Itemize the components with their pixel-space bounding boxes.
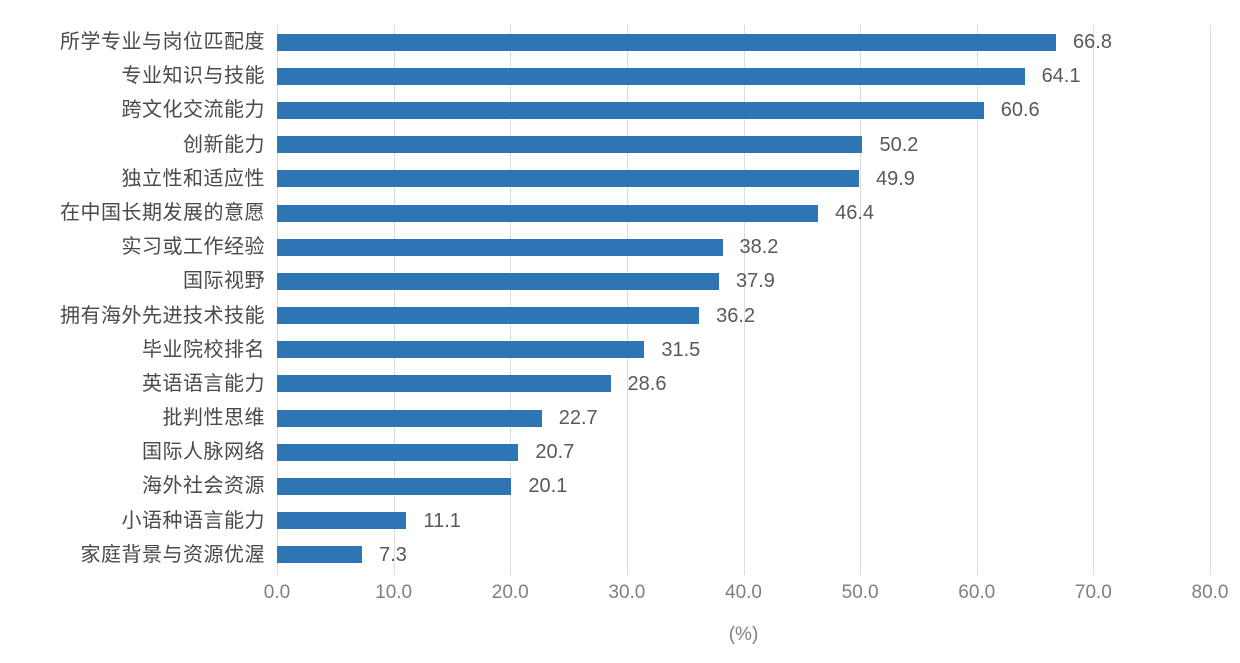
category-label: 拥有海外先进技术技能 <box>60 304 265 327</box>
bar <box>277 546 363 564</box>
x-axis-tick-label: 30.0 <box>608 582 646 603</box>
category-label: 毕业院校排名 <box>142 338 265 361</box>
bar <box>277 33 1057 51</box>
x-axis-tick-label: 40.0 <box>725 582 762 603</box>
value-label: 20.7 <box>535 441 575 464</box>
gridline <box>976 25 978 575</box>
gridline <box>1093 25 1095 575</box>
value-label: 49.9 <box>875 167 915 190</box>
value-label: 60.6 <box>1000 99 1040 122</box>
value-label: 46.4 <box>835 201 875 224</box>
category-label: 专业知识与技能 <box>121 65 265 88</box>
category-label: 英语语言能力 <box>142 372 265 395</box>
x-axis-tick-label: 60.0 <box>958 582 996 603</box>
value-label: 50.2 <box>879 133 919 156</box>
category-label: 实习或工作经验 <box>121 236 265 259</box>
category-label: 在中国长期发展的意愿 <box>60 201 265 224</box>
category-label: 所学专业与岗位匹配度 <box>60 31 265 53</box>
category-label: 海外社会资源 <box>142 475 265 498</box>
x-axis-tick-label: 70.0 <box>1074 582 1112 603</box>
value-label: 7.3 <box>379 543 407 566</box>
gridline <box>277 25 278 575</box>
bar <box>277 375 611 393</box>
bar <box>277 136 863 154</box>
category-label: 国际人脉网络 <box>142 441 265 464</box>
value-label: 64.1 <box>1041 65 1081 88</box>
value-label: 11.1 <box>423 509 461 532</box>
bar <box>277 409 542 427</box>
category-label: 独立性和适应性 <box>121 167 265 190</box>
gridline <box>1210 25 1211 575</box>
bar <box>277 101 984 119</box>
value-label: 22.7 <box>558 407 598 430</box>
bar <box>277 443 519 461</box>
x-axis-tick-label: 0.0 <box>263 582 291 603</box>
gridline <box>743 25 745 575</box>
value-label: 20.1 <box>528 475 568 498</box>
bar <box>277 67 1025 85</box>
bar <box>277 341 645 359</box>
category-label: 跨文化交流能力 <box>121 99 265 122</box>
category-label: 家庭背景与资源优渥 <box>80 543 265 566</box>
x-axis-tick-label: 50.0 <box>841 582 879 603</box>
x-axis: 0.0 10.0 20.0 30.0 40.0 50.0 60.0 70.0 80.0 <box>0 582 1240 608</box>
category-label: 国际视野 <box>183 270 265 293</box>
gridlines <box>277 25 1211 575</box>
category-label: 批判性思维 <box>162 407 265 430</box>
category-label: 创新能力 <box>183 133 265 156</box>
x-axis-tick-label: 10.0 <box>375 582 413 603</box>
value-label: 36.2 <box>716 304 756 327</box>
value-label: 66.8 <box>1073 31 1112 53</box>
bar <box>277 170 859 188</box>
bar <box>277 238 723 256</box>
gridline <box>626 25 628 575</box>
value-label: 37.9 <box>736 270 775 293</box>
x-axis-title: (%) <box>728 624 759 645</box>
category-label: 小语种语言能力 <box>121 509 265 532</box>
gridline <box>510 25 512 575</box>
chart-rows: 所学专业与岗位匹配度 66.8 专业知识与技能 64.1 跨文化交流能力 60.6 创新能力… <box>0 25 1240 572</box>
bar <box>277 512 407 530</box>
value-label: 28.6 <box>627 372 667 395</box>
value-label: 31.5 <box>661 338 701 361</box>
gridline <box>860 25 862 575</box>
bar <box>277 204 819 222</box>
gridline <box>393 25 395 575</box>
x-axis-tick-label: 80.0 <box>1191 582 1229 603</box>
bar <box>277 272 719 290</box>
x-axis-tick-label: 20.0 <box>491 582 529 603</box>
bar <box>277 307 700 325</box>
value-label: 38.2 <box>739 236 779 259</box>
bar <box>277 478 512 496</box>
